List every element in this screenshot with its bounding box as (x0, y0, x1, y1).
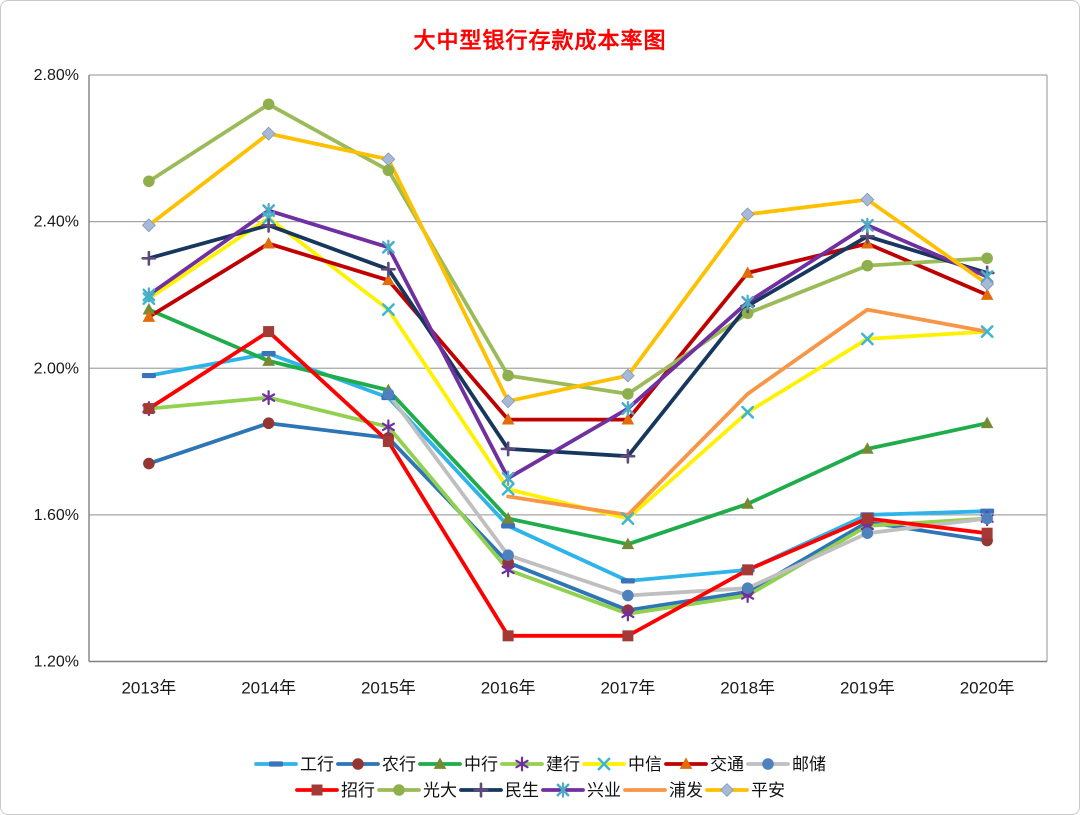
y-axis-tick-label: 1.20% (34, 654, 79, 671)
x-axis-tick-label: 2016年 (481, 679, 536, 698)
series-markers (143, 98, 993, 400)
legend-label: 邮储 (792, 754, 826, 774)
legend-label: 农行 (382, 754, 416, 774)
legend-swatch-icon (664, 757, 708, 769)
legend-item: 中行 (418, 754, 498, 774)
series-line (147, 307, 989, 547)
legend-item: 平安 (705, 780, 785, 800)
legend-label: 浦发 (669, 780, 703, 800)
legend-label: 中行 (464, 754, 498, 774)
legend-item: 邮储 (746, 754, 826, 774)
y-axis-tick-label: 2.80% (34, 67, 79, 84)
y-axis-tick-label: 1.60% (34, 507, 79, 524)
legend-item: 光大 (377, 780, 457, 800)
legend-item: 工行 (254, 754, 334, 774)
x-axis-tick-label: 2018年 (720, 679, 775, 698)
legend-swatch-icon (623, 788, 667, 792)
x-axis-tick-label: 2017年 (600, 679, 655, 698)
series-line (147, 102, 989, 396)
series-line (147, 208, 989, 481)
chart-legend: 工行 农行 中行 建行 中信 交通 邮储招行 光大 民生 兴业 浦发 平安 (1, 754, 1079, 800)
legend-item: 民生 (459, 780, 539, 800)
x-axis-tick-label: 2019年 (840, 679, 895, 698)
legend-swatch-icon (541, 782, 585, 798)
series-line (147, 329, 989, 638)
legend-item: 浦发 (623, 780, 703, 800)
legend-swatch-icon (582, 757, 626, 771)
legend-swatch-icon (500, 756, 544, 772)
legend-item: 农行 (336, 754, 416, 774)
series-markers (382, 388, 993, 602)
series-line (147, 421, 989, 613)
legend-swatch-icon (254, 761, 298, 767)
chart-title: 大中型银行存款成本率图 (413, 28, 667, 53)
x-axis-tick-label: 2015年 (361, 679, 416, 698)
x-axis-tick-label: 2020年 (960, 679, 1015, 698)
legend-label: 交通 (710, 754, 744, 774)
legend-swatch-icon (459, 782, 503, 798)
series-markers (142, 303, 994, 550)
series-line (147, 351, 989, 583)
legend-label: 光大 (423, 780, 457, 800)
legend-item: 兴业 (541, 780, 621, 800)
x-axis-tick-label: 2014年 (241, 679, 296, 698)
legend-label: 招行 (341, 780, 375, 800)
legend-swatch-icon (746, 758, 790, 770)
legend-item: 中信 (582, 754, 662, 774)
series-markers (142, 390, 994, 622)
series-markers (141, 126, 995, 409)
legend-label: 中信 (628, 754, 662, 774)
legend-item: 招行 (295, 780, 375, 800)
legend-row: 工行 农行 中行 建行 中信 交通 邮储 (254, 754, 826, 774)
series-line (506, 307, 989, 517)
legend-swatch-icon (377, 784, 421, 796)
legend-item: 交通 (664, 754, 744, 774)
legend-row: 招行 光大 民生 兴业 浦发 平安 (295, 780, 785, 800)
y-axis-tick-label: 2.40% (34, 214, 79, 231)
legend-label: 兴业 (587, 780, 621, 800)
x-axis-tick-label: 2013年 (121, 679, 176, 698)
series-markers (143, 326, 993, 642)
series-line (147, 223, 989, 459)
legend-swatch-icon (295, 784, 339, 796)
y-axis-tick-label: 2.00% (34, 360, 79, 377)
legend-label: 工行 (300, 754, 334, 774)
legend-swatch-icon (336, 758, 380, 770)
series-line (147, 131, 989, 404)
legend-label: 建行 (546, 754, 580, 774)
series-line (147, 395, 989, 616)
legend-swatch-icon (705, 783, 749, 797)
legend-label: 平安 (751, 780, 785, 800)
legend-swatch-icon (418, 757, 462, 769)
series-line (386, 392, 989, 598)
legend-item: 建行 (500, 754, 580, 774)
series-markers (142, 202, 994, 486)
legend-label: 民生 (505, 780, 539, 800)
